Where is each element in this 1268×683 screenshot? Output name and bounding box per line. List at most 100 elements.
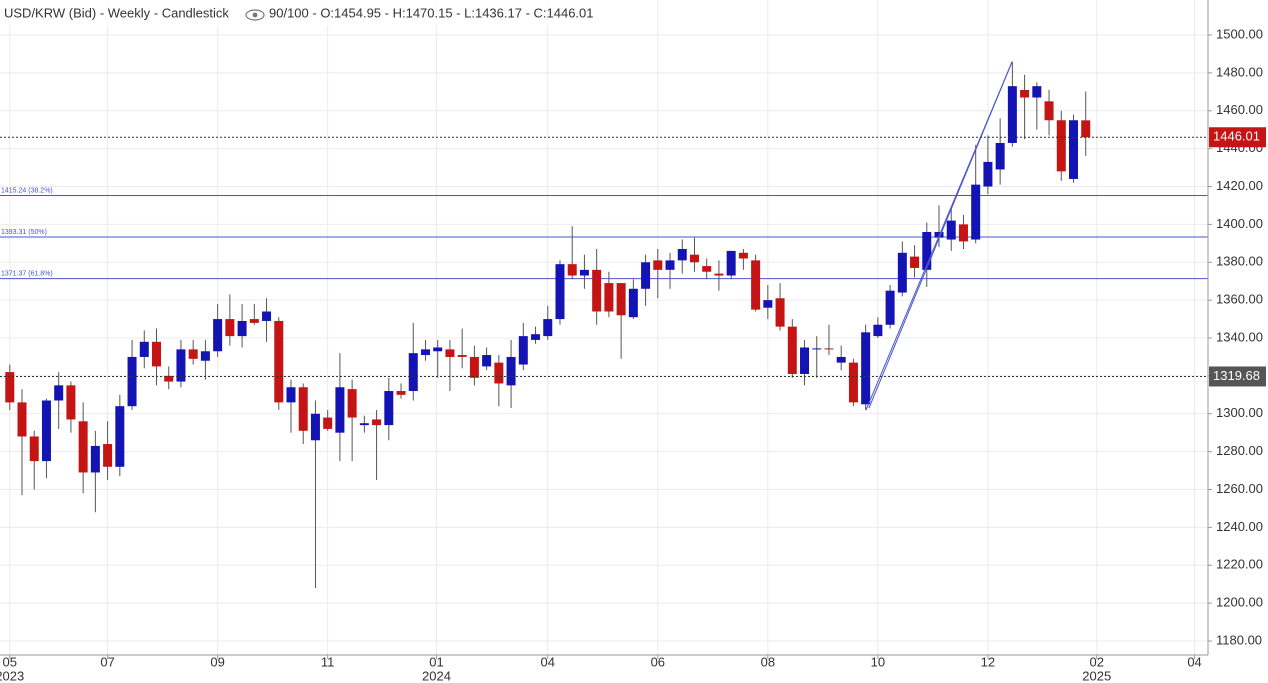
price-label-box [1209, 366, 1266, 387]
candle-body [176, 349, 186, 382]
candle-body [347, 389, 357, 418]
x-tick-label: 12 [981, 654, 995, 669]
candle-body [445, 349, 455, 357]
candle-body [958, 224, 968, 242]
x-year-label: 2024 [422, 668, 451, 683]
candle-body [897, 252, 907, 293]
x-tick-label: 07 [100, 654, 114, 669]
candle-body [604, 283, 614, 312]
candle-body [286, 387, 296, 403]
candle-body [482, 355, 492, 367]
candle-body [359, 423, 369, 426]
candle-body [971, 184, 981, 240]
candle-body [115, 406, 125, 467]
candle-body [225, 319, 235, 337]
x-year-label: 2023 [0, 668, 24, 683]
candle-body [1081, 120, 1091, 138]
y-tick-label: 1380.00 [1216, 254, 1263, 269]
candle-body [922, 231, 932, 270]
candle-body [310, 413, 320, 441]
chart-subtitle: 90/100 - O:1454.95 - H:1470.15 - L:1436.… [269, 5, 594, 20]
candle-body [885, 290, 895, 325]
candle-body [335, 387, 345, 433]
candle-body [677, 249, 687, 261]
candle-body [103, 444, 113, 467]
candle-body [1056, 120, 1066, 172]
candle-body [714, 273, 724, 276]
candle-body [861, 332, 871, 405]
candle-body [873, 324, 883, 337]
candle-body [910, 256, 920, 268]
candle-body [66, 385, 76, 420]
candle-body [592, 269, 602, 312]
y-tick-label: 1400.00 [1216, 216, 1263, 231]
candle-body [1032, 86, 1042, 98]
candle-body [408, 353, 418, 392]
candle-body [531, 334, 541, 340]
candle-body [139, 341, 149, 357]
x-tick-label: 04 [541, 654, 555, 669]
candle-body [628, 288, 638, 318]
candle-body [78, 421, 88, 473]
fib-label: 1393.31 (50%) [1, 229, 47, 236]
candle-body [702, 266, 712, 272]
candle-body [751, 260, 761, 310]
candle-body [90, 445, 100, 473]
candle-body [384, 391, 394, 426]
x-tick-label: 09 [210, 654, 224, 669]
candle-body [641, 262, 651, 289]
candle-body [200, 351, 210, 361]
eye-icon [245, 9, 265, 21]
candle-body [237, 320, 247, 337]
candle-body [164, 375, 174, 382]
y-tick-label: 1260.00 [1216, 481, 1263, 496]
x-tick-label: 11 [321, 654, 335, 669]
y-tick-label: 1300.00 [1216, 405, 1263, 420]
candle-body [983, 161, 993, 187]
candle-body [555, 264, 565, 320]
candle-body [5, 372, 15, 403]
x-tick-label: 08 [761, 654, 775, 669]
candle-body [995, 142, 1005, 170]
candle-body [262, 311, 272, 321]
y-tick-label: 1340.00 [1216, 329, 1263, 344]
chart-title: USD/KRW (Bid) - Weekly - Candlestick [4, 5, 229, 20]
marks [5, 61, 1091, 588]
candle-body [433, 347, 443, 352]
candle-body [396, 391, 406, 395]
candle-body [494, 362, 504, 384]
candle-body [653, 260, 663, 270]
candle-body [775, 298, 785, 327]
candle-body [848, 362, 858, 403]
candle-body [17, 402, 27, 437]
candle-body [543, 319, 553, 337]
candle-body [518, 336, 528, 365]
x-tick-label: 05 [3, 654, 17, 669]
candle-body [1020, 89, 1030, 98]
candle-body [457, 355, 467, 357]
x-tick-label: 04 [1187, 654, 1201, 669]
candle-body [763, 300, 773, 308]
y-tick-label: 1420.00 [1216, 178, 1263, 193]
candle-body [824, 348, 834, 350]
y-tick-label: 1480.00 [1216, 64, 1263, 79]
fib-label: 1415.24 (38.2%) [1, 187, 53, 194]
candle-body [469, 356, 479, 378]
candle-body [836, 356, 846, 363]
x-tick-label: 10 [871, 654, 885, 669]
x-year-label: 2025 [1082, 668, 1111, 683]
candle-body [787, 326, 797, 374]
price-label-box [1209, 127, 1266, 148]
candle-body [738, 252, 748, 259]
price-label: 1319.68 [1213, 368, 1260, 383]
candle-body [800, 347, 810, 374]
y-tick-label: 1220.00 [1216, 557, 1263, 572]
candle-body [689, 254, 699, 263]
y-tick-label: 1200.00 [1216, 595, 1263, 610]
y-tick-label: 1180.00 [1216, 632, 1262, 647]
candle-body [812, 348, 822, 350]
candle-body [29, 436, 39, 462]
candle-body [567, 264, 577, 276]
x-tick-label: 02 [1090, 654, 1104, 669]
